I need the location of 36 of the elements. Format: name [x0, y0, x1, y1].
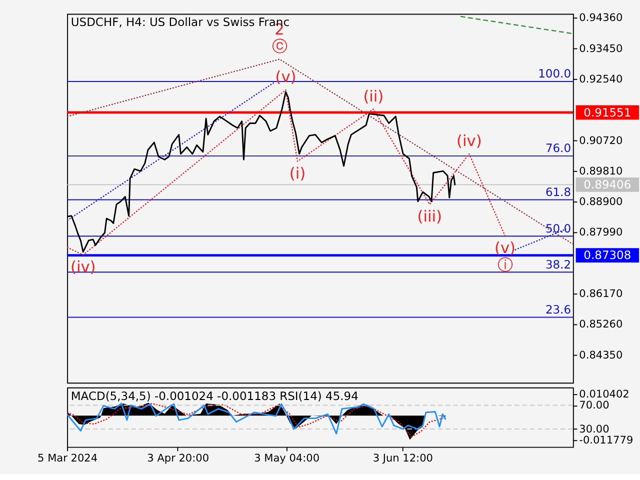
annotation: ⓒ	[272, 38, 288, 56]
x-tick-label: 3 Apr 20:00	[147, 452, 210, 465]
y2-tick-label: 30.00	[579, 423, 610, 436]
x-tick-label: 3 May 04:00	[254, 452, 320, 465]
annotation: 61.8	[545, 184, 572, 199]
y2-tick-label: 70.00	[579, 400, 610, 412]
annotation: 100.0	[538, 66, 572, 81]
annotation: 50.0	[545, 221, 572, 236]
y-tick-label: 0.85260	[579, 318, 623, 331]
x-tick-label: 3 Jun 12:00	[372, 452, 433, 465]
annotation: (v)	[494, 239, 516, 258]
annotation: (iv)	[70, 258, 96, 276]
y-tick-label: -0.011779	[579, 434, 634, 447]
y-tick-label: 0.84350	[579, 349, 623, 362]
y-tick-label: 0.88900	[579, 196, 623, 208]
y-tick-label: 0.90720	[579, 134, 623, 147]
annotation: (ii)	[363, 87, 384, 106]
annotation: ⓘ	[497, 256, 512, 274]
ref-line-label: 0.91551	[584, 105, 632, 120]
y-tick-label: 0.92540	[579, 73, 623, 86]
y-tick-label: 0.94360	[579, 12, 623, 24]
annotation: (iii)	[417, 208, 442, 226]
annotation: 38.2	[545, 257, 572, 272]
ref-line-label: 0.87308	[584, 248, 632, 262]
annotation: (iv)	[456, 132, 482, 150]
chart-title: MACD(5,34,5) -0.001024 -0.001183 RSI(14) 45.94	[70, 388, 358, 403]
annotation: (i)	[289, 164, 306, 183]
annotation: 76.0	[545, 141, 572, 156]
annotation: 23.6	[545, 302, 572, 316]
y-tick-label: 0.89810	[579, 165, 623, 178]
y-tick-label: 0.86170	[579, 288, 623, 300]
y-tick-label: 0.010402	[579, 388, 630, 400]
ref-line-label: 0.89406	[584, 178, 632, 192]
y-tick-label: 0.87990	[579, 226, 623, 239]
y-tick-label: 0.93450	[579, 42, 623, 55]
x-tick-label: 5 Mar 2024	[38, 452, 98, 465]
